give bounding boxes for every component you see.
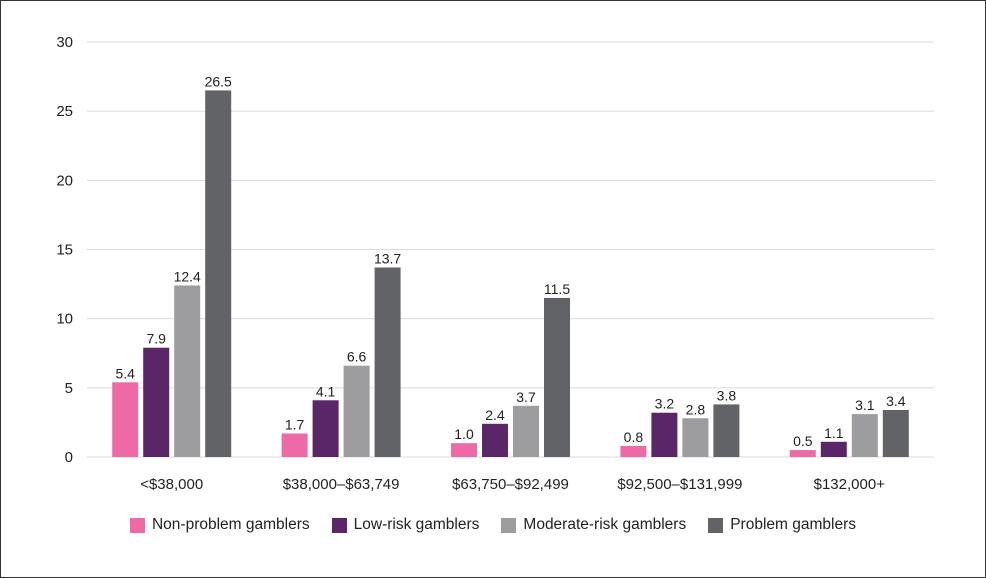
data-label: 3.7 xyxy=(516,389,536,405)
bar xyxy=(143,347,170,457)
legend-label: Non-problem gamblers xyxy=(151,516,310,533)
legend-label: Problem gamblers xyxy=(730,516,856,533)
bar xyxy=(451,443,477,457)
legend-item-moderate-risk: Moderate-risk gamblers xyxy=(501,516,686,534)
y-tick-label: 0 xyxy=(65,449,73,466)
legend-swatch xyxy=(331,517,347,533)
data-label: 6.6 xyxy=(347,349,367,365)
data-label: 3.8 xyxy=(717,387,737,403)
bar xyxy=(851,414,878,457)
y-tick-label: 15 xyxy=(56,242,73,259)
bar xyxy=(112,382,139,457)
bar-chart: 0 5 10 15 20 25 30 5.4 7.9 12.4 26.5 1.7 4.1 6.6 13.7… xyxy=(56,34,934,493)
y-tick-label: 25 xyxy=(56,103,73,120)
data-label: 4.1 xyxy=(316,383,336,399)
legend-swatch xyxy=(501,517,517,533)
legend-swatch xyxy=(129,517,145,533)
bar xyxy=(620,445,647,457)
bar xyxy=(374,267,401,457)
data-label: 0.5 xyxy=(793,433,813,449)
bar xyxy=(312,400,339,457)
data-label: 3.4 xyxy=(886,393,906,409)
x-tick-label: $38,000–$63,749 xyxy=(283,476,400,493)
data-label: 0.8 xyxy=(624,429,644,445)
data-label: 13.7 xyxy=(374,250,401,266)
bar xyxy=(544,297,570,457)
x-tick-label: $63,750–$92,499 xyxy=(452,476,569,493)
legend-label: Low-risk gamblers xyxy=(353,516,480,533)
bar xyxy=(205,90,232,458)
legend-item-problem: Problem gamblers xyxy=(708,516,856,534)
bar xyxy=(682,418,709,457)
legend-item-low-risk: Low-risk gamblers xyxy=(331,516,480,534)
bar xyxy=(713,404,740,457)
bar xyxy=(820,441,847,457)
data-label: 5.4 xyxy=(115,365,135,381)
bar xyxy=(343,365,370,457)
data-label: 2.4 xyxy=(485,407,505,423)
legend-swatch xyxy=(708,517,724,533)
legend-label: Moderate-risk gamblers xyxy=(523,516,687,533)
data-label: 26.5 xyxy=(205,73,232,89)
x-tick-label: <$38,000 xyxy=(140,476,203,493)
bar xyxy=(513,405,539,457)
y-tick-label: 10 xyxy=(56,311,73,328)
data-label: 1.0 xyxy=(454,426,474,442)
data-label: 7.9 xyxy=(146,331,166,347)
bars: 5.4 7.9 12.4 26.5 1.7 4.1 6.6 13.7 1.0 2.4 3.7 11.5… xyxy=(112,73,909,458)
data-label: 3.2 xyxy=(655,396,675,412)
y-axis: 0 5 10 15 20 25 30 xyxy=(56,34,73,466)
legend-item-non-problem: Non-problem gamblers xyxy=(129,516,310,534)
bar xyxy=(882,409,909,457)
data-label: 1.7 xyxy=(285,416,305,432)
y-tick-label: 30 xyxy=(56,34,73,51)
data-label: 2.8 xyxy=(686,401,706,417)
legend: Non-problem gamblers Low-risk gamblers M… xyxy=(0,516,986,534)
y-tick-label: 20 xyxy=(56,172,73,189)
data-label: 3.1 xyxy=(855,397,875,413)
bar xyxy=(651,412,678,457)
bar xyxy=(174,285,201,457)
data-label: 11.5 xyxy=(544,281,570,297)
data-label: 12.4 xyxy=(174,268,201,284)
bar xyxy=(789,450,816,457)
y-tick-label: 5 xyxy=(65,380,73,397)
data-label: 1.1 xyxy=(824,425,844,441)
x-tick-label: $132,000+ xyxy=(814,476,886,493)
x-axis: <$38,000 $38,000–$63,749 $63,750–$92,499 $9… xyxy=(140,476,885,493)
bar xyxy=(482,423,508,457)
bar xyxy=(281,433,308,457)
x-tick-label: $92,500–$131,999 xyxy=(617,476,742,493)
